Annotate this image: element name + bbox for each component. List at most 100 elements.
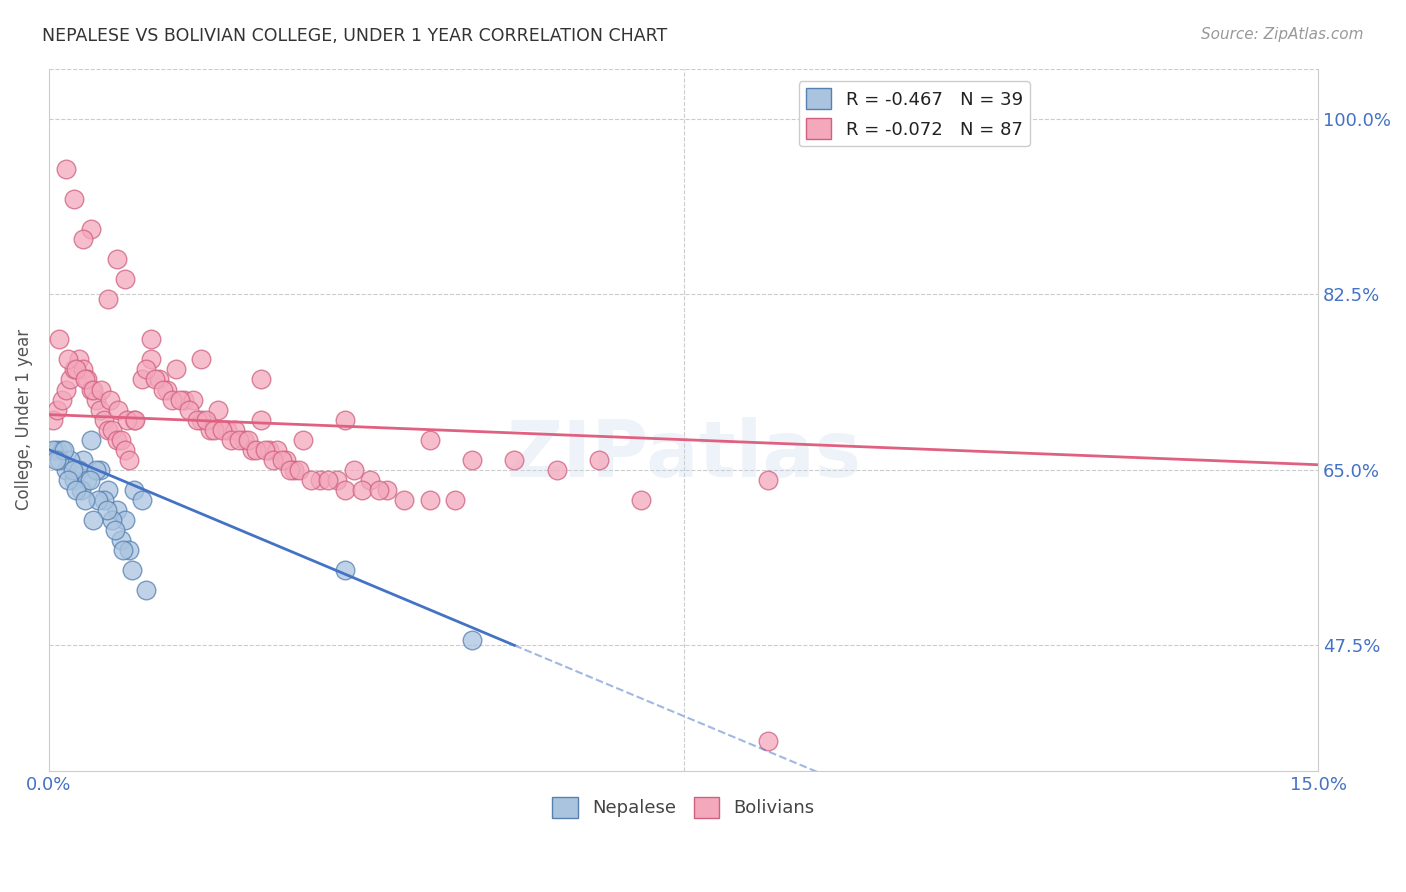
Point — [236, 433, 259, 447]
Point — [368, 483, 391, 497]
Point — [152, 383, 174, 397]
Point — [84, 392, 107, 407]
Point — [444, 492, 467, 507]
Point — [249, 372, 271, 386]
Point — [72, 362, 94, 376]
Point — [114, 513, 136, 527]
Point — [55, 463, 77, 477]
Point — [97, 483, 120, 497]
Point — [80, 383, 103, 397]
Point — [122, 412, 145, 426]
Point — [65, 362, 87, 376]
Point — [316, 473, 339, 487]
Point — [82, 383, 104, 397]
Point — [89, 402, 111, 417]
Point — [53, 442, 76, 457]
Point — [131, 492, 153, 507]
Point — [96, 503, 118, 517]
Point — [274, 452, 297, 467]
Point — [93, 412, 115, 426]
Point — [59, 452, 82, 467]
Point — [245, 442, 267, 457]
Point — [55, 383, 77, 397]
Point — [186, 412, 208, 426]
Point — [215, 423, 238, 437]
Point — [198, 423, 221, 437]
Point — [118, 543, 141, 558]
Point — [308, 473, 330, 487]
Point — [105, 252, 128, 266]
Point — [118, 452, 141, 467]
Point — [143, 372, 166, 386]
Point — [257, 442, 280, 457]
Point — [72, 452, 94, 467]
Point — [160, 392, 183, 407]
Point — [333, 412, 356, 426]
Point — [333, 483, 356, 497]
Point — [299, 473, 322, 487]
Point — [122, 483, 145, 497]
Point — [114, 442, 136, 457]
Point — [63, 473, 86, 487]
Point — [360, 473, 382, 487]
Point — [48, 332, 70, 346]
Point — [756, 733, 779, 747]
Point — [107, 402, 129, 417]
Point — [124, 412, 146, 426]
Point — [101, 423, 124, 437]
Point — [394, 492, 416, 507]
Point — [177, 402, 200, 417]
Point — [76, 473, 98, 487]
Point — [56, 352, 79, 367]
Point — [266, 442, 288, 457]
Point — [93, 492, 115, 507]
Point — [51, 442, 73, 457]
Point — [73, 492, 96, 507]
Point — [131, 372, 153, 386]
Point — [55, 161, 77, 176]
Point — [89, 463, 111, 477]
Point — [84, 463, 107, 477]
Point — [42, 442, 65, 457]
Point — [156, 383, 179, 397]
Point — [350, 483, 373, 497]
Point — [135, 583, 157, 598]
Point — [105, 503, 128, 517]
Point — [377, 483, 399, 497]
Point — [80, 433, 103, 447]
Point — [461, 452, 484, 467]
Point — [283, 463, 305, 477]
Point — [135, 362, 157, 376]
Point — [97, 423, 120, 437]
Point — [148, 372, 170, 386]
Point — [139, 352, 162, 367]
Point — [173, 392, 195, 407]
Point — [63, 362, 86, 376]
Point — [73, 372, 96, 386]
Point — [97, 292, 120, 306]
Text: ZIPatlas: ZIPatlas — [506, 417, 860, 492]
Point — [110, 433, 132, 447]
Point — [249, 412, 271, 426]
Point — [207, 402, 229, 417]
Point — [211, 423, 233, 437]
Point — [630, 492, 652, 507]
Point — [70, 483, 93, 497]
Point — [76, 372, 98, 386]
Point — [65, 483, 87, 497]
Point — [588, 452, 610, 467]
Point — [48, 452, 70, 467]
Point — [169, 392, 191, 407]
Point — [224, 423, 246, 437]
Point — [62, 463, 84, 477]
Point — [98, 392, 121, 407]
Point — [232, 433, 254, 447]
Point — [72, 232, 94, 246]
Point — [67, 463, 90, 477]
Point — [287, 463, 309, 477]
Point — [42, 412, 65, 426]
Point — [80, 222, 103, 236]
Point — [51, 392, 73, 407]
Point — [419, 492, 441, 507]
Text: NEPALESE VS BOLIVIAN COLLEGE, UNDER 1 YEAR CORRELATION CHART: NEPALESE VS BOLIVIAN COLLEGE, UNDER 1 YE… — [42, 27, 668, 45]
